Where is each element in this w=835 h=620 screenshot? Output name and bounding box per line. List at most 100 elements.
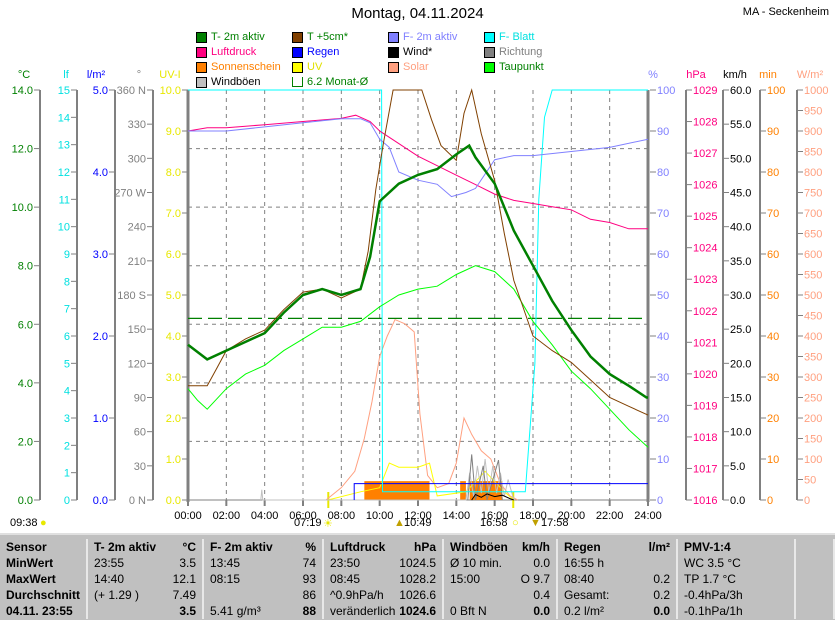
axis-tick-label-wm2: 450 [804, 311, 822, 323]
table-row: Windböen km/h [444, 539, 556, 555]
series-line-t-5cm- [188, 88, 649, 416]
x-tick-label: 16:00 [481, 510, 509, 520]
table-cell-value: 93 [302, 572, 316, 586]
series-line-taupunkt [187, 265, 649, 448]
series-line-t-2m-aktiv [187, 143, 648, 399]
table-cell-label: 14:40 [94, 572, 125, 586]
axis-tick-label-dir: 150 [128, 324, 146, 336]
axis-tick-label-rain: 0.0 [93, 495, 108, 507]
axis-tick-label-wm2: 0 [804, 495, 810, 507]
moon-time-left: 09:38 [10, 517, 38, 529]
legend-swatch [196, 46, 207, 58]
table-column [796, 539, 835, 619]
table-row: 23:50 1024.5 [324, 555, 442, 571]
x-tick-label: 24:00 [634, 510, 662, 520]
axis-tick-label-kmh: 0.0 [730, 495, 745, 507]
table-row: 0.2 l/m² 0.0 [558, 603, 676, 619]
table-column: PMV-1:4 WC 3.5 °C TP 1.7 °C -0.4hPa/3h -0.1h… [678, 539, 796, 619]
axis-tick-label-min: 100 [767, 85, 785, 97]
table-cell-label: Ø 10 min. [450, 556, 503, 570]
legend-swatch [484, 61, 495, 73]
x-tick-label: 04:00 [251, 510, 279, 520]
axis-tick-label-rain: 3.0 [93, 249, 108, 261]
table-row: WC 3.5 °C [678, 555, 794, 571]
sunset-time: 16:58 [480, 517, 508, 529]
x-tick-label: 14:00 [443, 510, 471, 520]
axis-tick-label-wm2: 350 [804, 352, 822, 364]
axis-tick-label-min: 40 [767, 331, 779, 343]
legend-label: Solar [403, 61, 429, 73]
axis-tick-label-wm2: 500 [804, 290, 822, 302]
legend-swatch [196, 31, 207, 43]
legend-swatch [388, 61, 399, 73]
axis-unit-degC: °C [18, 69, 30, 81]
table-cell-label: (+ 1.29 ) [94, 588, 140, 602]
axis-tick-label-lf: 2 [64, 440, 70, 452]
table-row: Sensor [0, 539, 86, 555]
legend-label: T +5cm* [307, 31, 349, 43]
axis-tick-label-pct: 60 [657, 249, 669, 261]
axis-tick-label-lf: 15 [58, 85, 70, 97]
axis-tick-label-hpa: 1016 [693, 495, 717, 507]
axis-tick-label-wm2: 200 [804, 413, 822, 425]
axis-tick-label-degC: 10.0 [12, 202, 33, 214]
table-column: Windböen km/h Ø 10 min. 0.0 15:00 O 9.7 0.4 0 B… [444, 539, 558, 619]
table-cell-value: 7.49 [172, 588, 196, 602]
table-row: 08:40 0.2 [558, 571, 676, 587]
table-row: 5.41 g/m³ 88 [204, 603, 322, 619]
axis-unit-rain: l/m² [87, 69, 106, 81]
legend-label: T- 2m aktiv [211, 31, 265, 43]
axis-tick-label-dir: 210 [128, 256, 146, 268]
axis-tick-label-wm2: 850 [804, 147, 822, 159]
axis-tick-label-wm2: 650 [804, 229, 822, 241]
axis-tick-label-lf: 7 [64, 304, 70, 316]
axis-tick-label-degC: 4.0 [18, 378, 33, 390]
table-cell-value: 0.2 [653, 588, 670, 602]
table-cell-value: °C [182, 540, 196, 554]
axis-tick-label-uv: 10.0 [160, 85, 181, 97]
legend-item: Regen [292, 46, 339, 58]
table-column: F- 2m aktiv% 13:45 74 08:15 93 86 5.41 g/m³ 88 [204, 539, 324, 619]
table-row: Regen l/m² [558, 539, 676, 555]
axis-tick-label-wm2: 300 [804, 372, 822, 384]
table-cell-label: WC 3.5 °C [684, 556, 741, 570]
table-cell-value: O 9.7 [520, 572, 550, 586]
axis-tick-label-hpa: 1029 [693, 85, 717, 97]
table-row: -0.4hPa/3h [678, 587, 794, 603]
axis-tick-label-wm2: 150 [804, 434, 822, 446]
table-cell-label: TP 1.7 °C [684, 572, 736, 586]
table-row: -0.1hPa/1h [678, 603, 794, 619]
axis-tick-label-kmh: 30.0 [730, 290, 751, 302]
axis-tick-label-rain: 5.0 [93, 85, 108, 97]
table-row: F- 2m aktiv% [204, 539, 322, 555]
table-row: 3.5 [88, 603, 202, 619]
chart-title: Montag, 04.11.2024 [351, 5, 484, 22]
table-row: 0 Bft N 0.0 [444, 603, 556, 619]
table-cell-value: % [305, 540, 316, 554]
x-tick-label: 08:00 [328, 510, 356, 520]
axis-tick-label-hpa: 1019 [693, 400, 717, 412]
astro-row: 09:38 ● 07:19 ☀ ▲ 10:49 16:58 ○ ▼ 17:58 [0, 517, 835, 533]
axis-tick-label-hpa: 1026 [693, 180, 717, 192]
table-row: 13:45 74 [204, 555, 322, 571]
series-line-uv [327, 462, 515, 501]
table-cell-value: hPa [413, 540, 436, 554]
x-tick-label: 18:00 [519, 510, 547, 520]
axis-tick-label-kmh: 45.0 [730, 188, 751, 200]
table-cell-label: Durchschnitt [6, 588, 81, 602]
axis-tick-label-uv: 6.0 [166, 249, 181, 261]
legend-swatch [196, 76, 207, 88]
axis-tick-label-pct: 70 [657, 208, 669, 220]
axis-unit-uv: UV-I [159, 69, 180, 81]
table-row: Durchschnitt [0, 587, 86, 603]
table-cell-label: F- 2m aktiv [210, 540, 273, 554]
table-cell-value: km/h [521, 540, 550, 554]
table-row: 14:40 12.1 [88, 571, 202, 587]
axis-tick-label-wm2: 700 [804, 208, 822, 220]
legend-item: F- 2m aktiv [388, 31, 457, 43]
table-cell-label: veränderlich [330, 604, 396, 618]
table-row: 86 [204, 587, 322, 603]
axis-tick-label-min: 70 [767, 208, 779, 220]
axis-tick-label-hpa: 1021 [693, 337, 717, 349]
legend-item: Luftdruck [196, 46, 256, 58]
